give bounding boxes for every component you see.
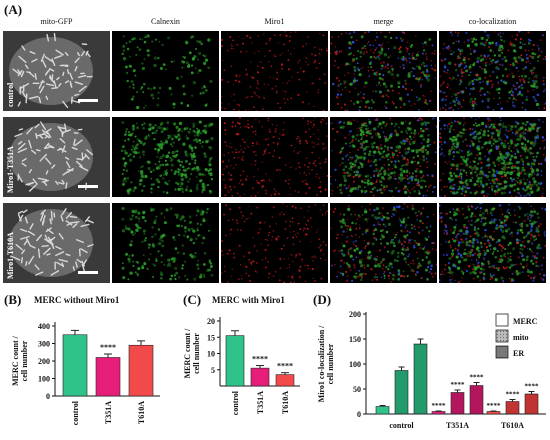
- legend-swatch-MERC: [495, 313, 509, 327]
- significance-mark: ****: [525, 383, 540, 391]
- chart-b-title: MERC without Miro1: [34, 295, 120, 305]
- column-label-3: merge: [373, 17, 394, 26]
- x-tick-label: control: [231, 390, 240, 415]
- row-label-0: control: [6, 82, 15, 107]
- bar-T351A-MERC: [431, 411, 446, 415]
- y-axis-label: Miro1 co-localization /cell number: [317, 325, 335, 403]
- micrograph-tile-r2-c2: [221, 203, 328, 283]
- micrograph-tile-r1-c3: [330, 117, 437, 197]
- significance-mark: ****: [470, 374, 485, 382]
- micrograph-tile-r0-c4: [439, 31, 546, 111]
- y-tick-label: 100: [38, 375, 50, 384]
- y-tick-label: 300: [38, 340, 50, 349]
- row-label-1: Miro1-T351A: [6, 146, 15, 193]
- column-label-1: Calnexin: [151, 17, 180, 26]
- significance-mark: ****: [252, 355, 268, 364]
- row-label-2: Miro1-T610A: [6, 232, 15, 279]
- micrograph-tile-r2-c3: [330, 203, 437, 283]
- panel-a-label: (A): [4, 2, 23, 17]
- column-label-4: co-localization: [468, 17, 517, 26]
- y-tick-label: 20: [207, 317, 215, 326]
- significance-mark: ****: [277, 362, 293, 371]
- bar-T351A: [95, 357, 121, 397]
- x-tick-label: T610A: [281, 391, 290, 414]
- chart-d: Miro1 co-localization /cell number 0 50 100…: [317, 310, 546, 430]
- x-tick-label: T610A: [137, 401, 146, 424]
- x-tick-label: T351A: [446, 421, 469, 430]
- y-tick-label: 0: [357, 410, 361, 419]
- bar-T351A: [250, 367, 270, 387]
- y-tick-label: 100: [349, 360, 361, 369]
- bar-control: [225, 335, 245, 387]
- bar-control-mito: [394, 370, 409, 415]
- scale-bar: [78, 185, 98, 188]
- x-tick-label: T351A: [104, 401, 113, 424]
- micrograph-tile-r0-c1: [112, 31, 219, 111]
- significance-mark: ****: [432, 402, 447, 410]
- chart-c-title: MERC with Miro1: [212, 295, 285, 305]
- micrograph-tile-r1-c4: [439, 117, 546, 197]
- y-tick-label: 50: [353, 385, 361, 394]
- legend-label-ER: ER: [513, 349, 524, 358]
- x-tick-label: T610A: [501, 421, 524, 430]
- y-tick-label: 400: [38, 322, 50, 331]
- micrograph-tile-r1-c0: Miro1-T351A: [3, 117, 110, 197]
- micrograph-tile-r2-c0: Miro1-T610A: [3, 203, 110, 283]
- column-label-2: Miro1: [264, 17, 285, 26]
- scale-bar: [78, 271, 98, 274]
- micrograph-tile-r0-c3: [330, 31, 437, 111]
- bar-T610A-ER: [524, 393, 539, 415]
- y-tick-label: 15: [207, 333, 215, 342]
- y-axis-label: MERC count /cell number: [11, 335, 29, 386]
- bar-control-ER: [413, 343, 428, 415]
- x-tick-label: T351A: [256, 391, 265, 414]
- significance-mark: ****: [506, 391, 521, 399]
- significance-mark: ****: [100, 343, 116, 352]
- significance-mark: ****: [451, 381, 466, 389]
- micrograph-tile-r2-c1: [112, 203, 219, 283]
- x-tick-label: control: [389, 421, 414, 430]
- bar-control-MERC: [375, 406, 390, 415]
- y-tick-label: 200: [38, 357, 50, 366]
- column-label-0: mito-GFP: [40, 17, 73, 26]
- y-tick-label: 5: [211, 366, 215, 375]
- bar-T351A-ER: [469, 385, 484, 415]
- legend-label-MERC: MERC: [513, 317, 538, 326]
- x-tick-label: control: [71, 400, 80, 425]
- y-tick-label: 10: [207, 350, 215, 359]
- chart-c: MERC count /cell number 5 10 15 20 control ***…: [183, 317, 300, 415]
- bar-T610A: [275, 374, 295, 387]
- y-tick-label: 150: [349, 335, 361, 344]
- panel-c-label: (C): [183, 292, 202, 307]
- y-tick-label: 200: [349, 310, 361, 319]
- panel-d-label: (D): [313, 292, 332, 307]
- micrograph-tile-r1-c2: [221, 117, 328, 197]
- micrograph-tile-r1-c1: [112, 117, 219, 197]
- micrograph-tile-r0-c0: control: [3, 31, 110, 111]
- chart-b: MERC count /cell number 0 100 200 300 400 cont…: [11, 322, 160, 425]
- bar-T351A-mito: [450, 392, 465, 415]
- bar-T610A: [128, 344, 154, 397]
- bar-T610A-mito: [505, 401, 520, 415]
- bar-T610A-MERC: [486, 411, 501, 415]
- scale-bar: [78, 99, 98, 102]
- y-tick-label: 0: [46, 392, 50, 401]
- legend-swatch-ER: [495, 345, 509, 359]
- bar-control: [62, 334, 88, 397]
- micrograph-tile-r0-c2: [221, 31, 328, 111]
- legend-swatch-mito: [495, 329, 509, 343]
- y-axis-label: MERC count /cell number: [183, 328, 201, 379]
- significance-mark: ****: [487, 402, 502, 410]
- panel-b-label: (B): [4, 292, 22, 307]
- legend-label-mito: mito: [513, 333, 529, 342]
- micrograph-tile-r2-c4: [439, 203, 546, 283]
